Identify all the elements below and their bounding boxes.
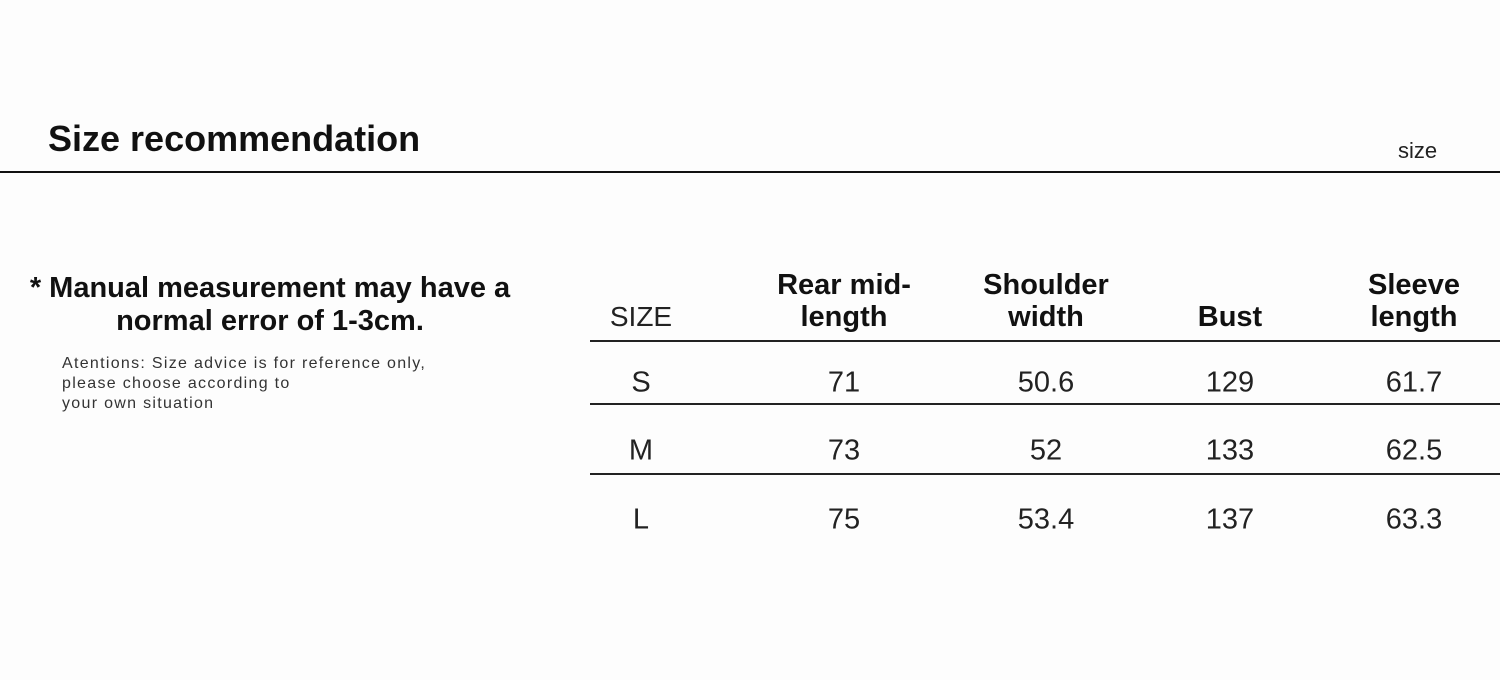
column-header: SIZE	[609, 301, 673, 332]
column-header: Shoulder width	[983, 269, 1109, 333]
table-cell: 50.6	[1017, 366, 1075, 399]
attention-note: Atentions: Size advice is for reference …	[62, 354, 426, 414]
column-header: Rear mid-length	[777, 269, 911, 333]
column-header: Bust	[1197, 301, 1263, 333]
table-cell: 61.7	[1385, 366, 1443, 399]
unit-label: size	[1398, 138, 1438, 163]
table-cell: 73	[827, 434, 861, 467]
notice: * Manual measurement may have a normal e…	[29, 272, 511, 337]
divider	[0, 171, 1500, 173]
title: Size recommendation	[48, 118, 421, 159]
table-cell: 53.4	[1017, 503, 1075, 536]
row-divider	[590, 340, 1500, 342]
table-cell: M	[628, 434, 654, 467]
row-divider	[590, 403, 1500, 405]
attention-line: please choose according to	[62, 375, 291, 392]
table-cell: 62.5	[1385, 434, 1443, 467]
table-cell: 133	[1205, 434, 1255, 467]
table-cell: 137	[1205, 503, 1255, 536]
table-cell: L	[632, 503, 650, 536]
table-cell: 63.3	[1385, 503, 1443, 536]
attention-line: Atentions: Size advice is for reference …	[62, 355, 427, 372]
table-cell: 71	[827, 366, 861, 399]
column-header: Sleeve length	[1368, 269, 1460, 333]
table-cell: 75	[827, 503, 861, 536]
row-divider	[590, 473, 1500, 475]
table-cell: S	[631, 366, 651, 399]
attention-line: your own situation	[62, 395, 215, 412]
table-cell: 52	[1029, 434, 1063, 467]
table-cell: 129	[1205, 366, 1255, 399]
